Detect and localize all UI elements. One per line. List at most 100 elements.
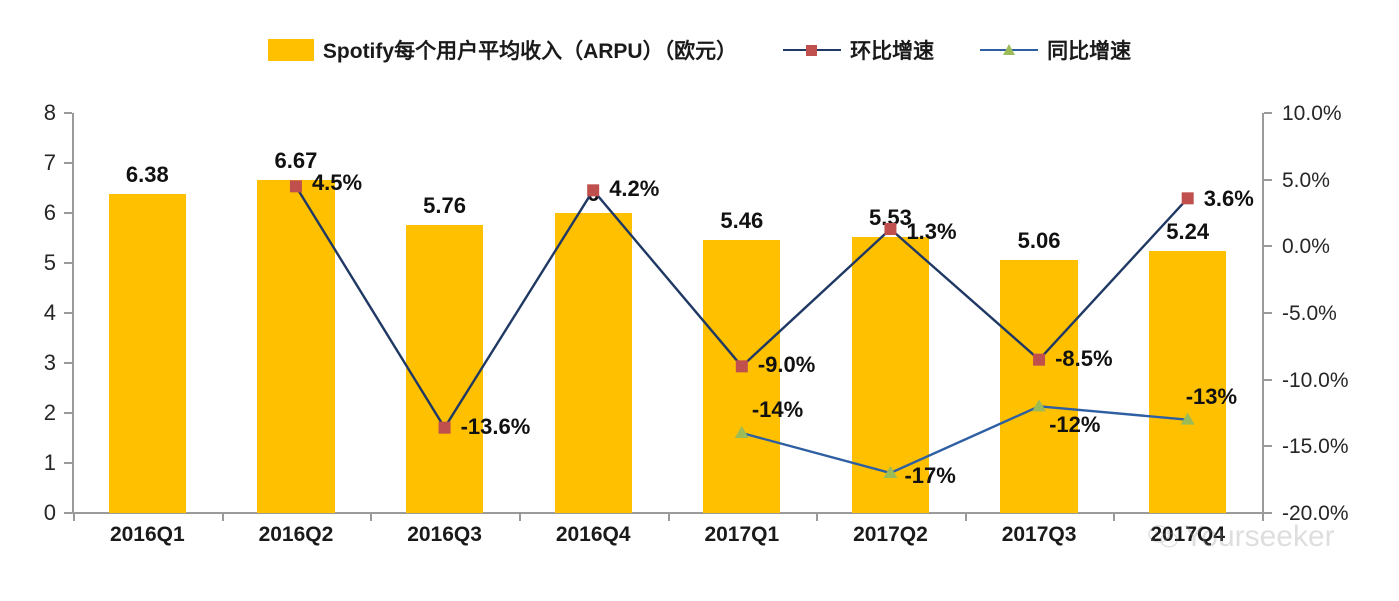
y-axis-right-tick bbox=[1264, 378, 1272, 381]
y-axis-left-tick-label: 1 bbox=[43, 450, 56, 475]
y-axis-right-tick-label: -20.0% bbox=[1282, 502, 1349, 525]
line-marker-square[interactable] bbox=[1033, 353, 1046, 366]
y-axis-left-tick bbox=[64, 312, 72, 314]
x-axis-tick bbox=[221, 514, 224, 521]
bar-swatch-icon bbox=[267, 39, 314, 61]
line-marker-square[interactable] bbox=[289, 180, 302, 193]
line-marker-square[interactable] bbox=[587, 184, 600, 197]
legend-label-qoq: 环比增速 bbox=[850, 40, 935, 63]
y-axis-right-tick-label: 0.0% bbox=[1282, 235, 1330, 259]
line-path bbox=[294, 185, 1189, 430]
x-axis-tick bbox=[1262, 514, 1264, 521]
bar[interactable] bbox=[1000, 260, 1078, 513]
line-marker-triangle[interactable] bbox=[1032, 399, 1047, 412]
legend-item-qoq[interactable]: 环比增速 bbox=[783, 35, 934, 65]
y-axis-right-tick-label: 10.0% bbox=[1282, 102, 1342, 125]
x-axis-category-label: 2017Q4 bbox=[1150, 523, 1226, 546]
bar-value-label: 5.24 bbox=[1166, 219, 1210, 244]
y-axis-right-tick bbox=[1264, 512, 1272, 514]
x-axis-line bbox=[72, 512, 1264, 514]
x-axis-tick bbox=[370, 514, 373, 521]
line-marker-triangle[interactable] bbox=[1180, 412, 1195, 425]
y-axis-right-tick bbox=[1264, 445, 1272, 448]
x-axis-category-label: 2016Q2 bbox=[258, 523, 334, 546]
y-axis-left-tick-label: 0 bbox=[43, 500, 56, 525]
line-marker-triangle[interactable] bbox=[883, 466, 898, 478]
x-axis-category-label: 2017Q2 bbox=[853, 523, 928, 546]
bar-value-label: 5.53 bbox=[869, 204, 912, 230]
x-axis-tick bbox=[964, 514, 967, 521]
x-axis-tick bbox=[518, 514, 521, 521]
bar[interactable] bbox=[703, 240, 781, 513]
line-triangle-marker-icon bbox=[980, 42, 1039, 58]
y-axis-right-tick bbox=[1264, 112, 1272, 114]
bar[interactable] bbox=[257, 179, 335, 513]
x-axis-tick bbox=[1113, 514, 1116, 521]
bar[interactable] bbox=[554, 213, 632, 513]
line-marker-square[interactable] bbox=[735, 360, 748, 373]
line-marker-square[interactable] bbox=[1181, 192, 1194, 205]
qoq-percent-label: -8.5% bbox=[1055, 345, 1113, 371]
x-axis-tick bbox=[816, 514, 819, 521]
bar-value-label: 6.38 bbox=[125, 162, 169, 187]
y-axis-left-tick-label: 4 bbox=[43, 300, 56, 325]
y-axis-left-tick bbox=[64, 262, 72, 264]
y-axis-right-tick bbox=[1264, 178, 1272, 181]
y-axis-left-tick-label: 7 bbox=[43, 150, 56, 175]
bar-value-label: 5.46 bbox=[720, 208, 764, 233]
legend-item-yoy[interactable]: 同比增速 bbox=[980, 35, 1131, 65]
legend-item-arpu[interactable]: Spotify每个用户平均收入（ARPU）（欧元） bbox=[267, 35, 738, 65]
bar-value-label: 6.67 bbox=[274, 147, 318, 173]
line-marker-square[interactable] bbox=[884, 223, 897, 235]
x-axis-category-label: 2017Q1 bbox=[704, 523, 780, 546]
yoy-percent-label: -13% bbox=[1185, 383, 1238, 409]
y-axis-left-tick bbox=[64, 462, 72, 464]
y-axis-left-tick bbox=[64, 212, 72, 214]
y-axis-right-tick bbox=[1264, 312, 1272, 314]
y-axis-left-tick-label: 2 bbox=[43, 400, 56, 425]
x-axis-category-label: 2016Q3 bbox=[407, 523, 482, 546]
line-marker-square[interactable] bbox=[438, 421, 451, 434]
qoq-percent-label: 3.6% bbox=[1203, 186, 1254, 212]
y-axis-left-tick-label: 3 bbox=[43, 350, 56, 375]
y-axis-left-tick bbox=[64, 362, 72, 364]
x-axis-tick bbox=[73, 514, 75, 521]
x-axis-category-label: 2017Q3 bbox=[1001, 523, 1077, 546]
y-axis-left-line bbox=[72, 113, 74, 514]
watermark-text: Yourseeker bbox=[1184, 520, 1335, 553]
y-axis-right-line bbox=[1262, 113, 1264, 514]
qoq-percent-label: 4.2% bbox=[609, 176, 660, 202]
line-marker-triangle[interactable] bbox=[734, 426, 749, 438]
y-axis-left-tick bbox=[64, 112, 72, 114]
qoq-percent-label: 4.5% bbox=[311, 170, 363, 196]
qoq-percent-label: 1.3% bbox=[906, 219, 957, 244]
y-axis-left-tick bbox=[64, 512, 72, 514]
y-axis-right-tick-label: -15.0% bbox=[1282, 435, 1349, 459]
yoy-percent-label: -14% bbox=[751, 397, 804, 422]
bar-value-label: 5.06 bbox=[1017, 228, 1061, 253]
bar[interactable] bbox=[1149, 251, 1227, 513]
y-axis-right-tick-label: -5.0% bbox=[1282, 302, 1337, 325]
yoy-percent-label: -17% bbox=[904, 463, 956, 488]
y-axis-left-tick bbox=[64, 162, 72, 164]
bar[interactable] bbox=[405, 225, 484, 513]
x-axis-category-label: 2016Q4 bbox=[555, 523, 631, 546]
legend-label-yoy: 同比增速 bbox=[1047, 40, 1132, 63]
y-axis-right-tick-label: -10.0% bbox=[1282, 368, 1349, 392]
chart-legend: Spotify每个用户平均收入（ARPU）（欧元） 环比增速 同比增速 bbox=[0, 30, 1399, 70]
wechat-icon bbox=[1148, 525, 1178, 548]
line-square-marker-icon bbox=[783, 42, 842, 58]
y-axis-left-tick-label: 5 bbox=[43, 250, 56, 275]
watermark: Yourseeker bbox=[1148, 520, 1335, 554]
legend-label-arpu: Spotify每个用户平均收入（ARPU）（欧元） bbox=[322, 40, 738, 63]
bar[interactable] bbox=[108, 194, 186, 513]
bar-value-label: 5.76 bbox=[423, 193, 466, 218]
x-axis-tick bbox=[667, 514, 670, 521]
y-axis-left-tick-label: 8 bbox=[43, 100, 56, 125]
line-path bbox=[741, 405, 1188, 475]
x-axis-category-label: 2016Q1 bbox=[109, 523, 185, 546]
y-axis-left-tick bbox=[64, 412, 72, 414]
y-axis-left-tick-label: 6 bbox=[43, 200, 56, 225]
